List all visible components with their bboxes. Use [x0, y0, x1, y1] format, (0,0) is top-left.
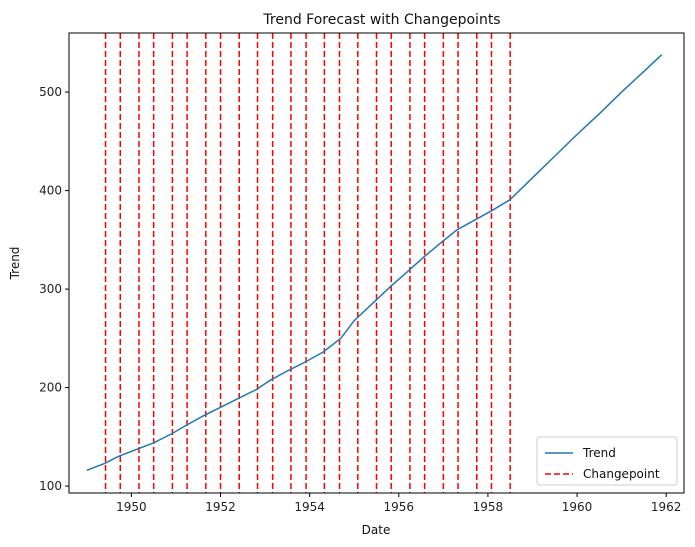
y-tick-label-0: 100	[39, 479, 62, 493]
chart-title: Trend Forecast with Changepoints	[262, 12, 500, 28]
y-axis-label: Trend	[8, 247, 22, 281]
x-tick-label-3: 1956	[384, 500, 415, 514]
legend-box	[536, 436, 678, 486]
plot-frame	[68, 32, 685, 494]
y-tick-label-4: 500	[39, 85, 62, 99]
y-tick-label-3: 400	[39, 184, 62, 198]
x-tick-label-1: 1952	[205, 500, 236, 514]
series-layer	[86, 54, 663, 471]
legend-trend-label: Trend	[582, 446, 616, 460]
y-tick-label-2: 300	[39, 282, 62, 296]
legend-changepoint-label: Changepoint	[583, 467, 660, 481]
changepoint-lines	[104, 33, 511, 493]
x-tick-label-6: 1962	[651, 500, 682, 514]
x-tick-label-4: 1958	[473, 500, 504, 514]
y-tick-label-1: 200	[39, 381, 62, 395]
x-axis-ticks: 1950 1952 1954 1956 1958 1960 1962	[116, 493, 681, 514]
x-tick-label-5: 1960	[562, 500, 593, 514]
trend-line	[86, 54, 663, 471]
legend: Trend Changepoint	[536, 436, 678, 486]
x-axis-label: Date	[362, 523, 391, 537]
x-tick-label-2: 1954	[294, 500, 325, 514]
x-tick-label-0: 1950	[116, 500, 147, 514]
y-axis-ticks: 100 200 300 400 500	[39, 85, 69, 493]
